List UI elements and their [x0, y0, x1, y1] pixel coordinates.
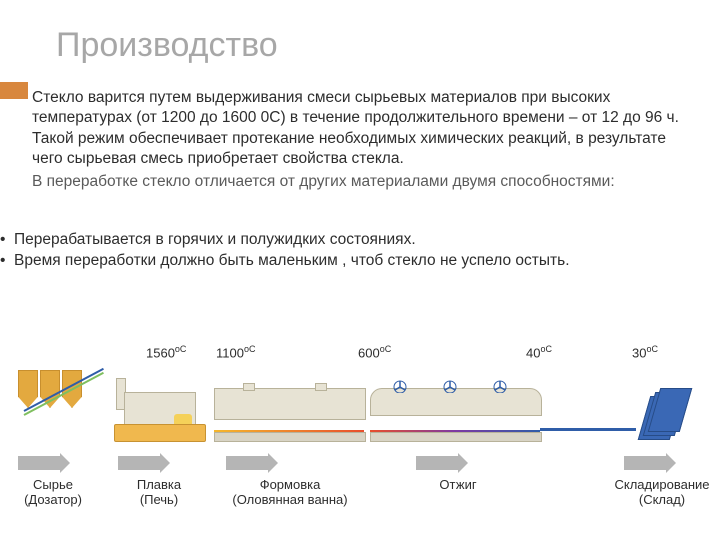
fan-icon — [491, 379, 509, 393]
stack-icon — [644, 386, 684, 444]
bullet-item: Перерабатывается в горячих и полужидких … — [0, 230, 700, 250]
stage-label: Складирование(Склад) — [612, 478, 712, 508]
accent-bar — [0, 82, 28, 99]
flow-arrow-icon — [416, 456, 460, 470]
temp-label: 30oC — [632, 344, 658, 360]
fan-icon — [441, 379, 459, 393]
furnace-icon — [114, 388, 204, 442]
temp-label: 1100oC — [216, 344, 255, 360]
sheet-ribbon — [540, 428, 636, 431]
stage-label: Плавка(Печь) — [120, 478, 198, 508]
process-diagram: 1560oC 1100oC 600oC 40oC 30oC — [18, 348, 702, 518]
lehr-icon — [370, 388, 540, 442]
stage-label: Сырье(Дозатор) — [18, 478, 88, 508]
stage-label: Формовка(Оловянная ванна) — [220, 478, 360, 508]
flow-arrow-icon — [118, 456, 162, 470]
stage-label: Отжиг — [418, 478, 498, 493]
tin-bath-icon — [214, 388, 364, 442]
slide-title: Производство — [56, 26, 278, 65]
temp-label: 40oC — [526, 344, 552, 360]
temp-label: 1560oC — [146, 344, 186, 360]
flow-arrow-icon — [226, 456, 270, 470]
flow-arrow-icon — [624, 456, 668, 470]
paragraph-main: Стекло варится путем выдерживания смеси … — [32, 88, 692, 170]
paragraph-overlay: В переработке стекло отличается от други… — [32, 172, 692, 192]
flow-arrow-icon — [18, 456, 62, 470]
fan-icon — [391, 379, 409, 393]
temp-label: 600oC — [358, 344, 391, 360]
bullet-list: Перерабатывается в горячих и полужидких … — [0, 230, 700, 273]
bullet-item: Время переработки должно быть маленьким … — [0, 251, 700, 271]
body-text: Стекло варится путем выдерживания смеси … — [32, 88, 692, 194]
